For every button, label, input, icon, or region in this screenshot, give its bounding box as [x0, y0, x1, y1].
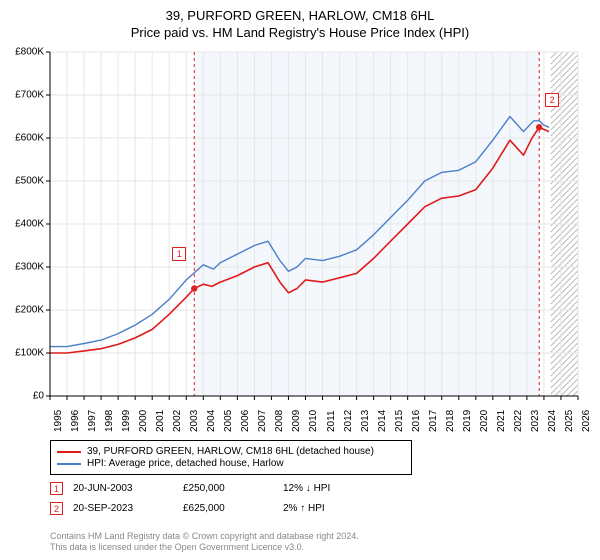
y-tick-label: £100K: [15, 348, 44, 359]
x-tick-label: 2024: [547, 410, 558, 432]
y-tick-label: £500K: [15, 176, 44, 187]
x-tick-label: 2013: [360, 410, 371, 432]
legend-row: 39, PURFORD GREEN, HARLOW, CM18 6HL (det…: [57, 446, 405, 457]
x-tick-label: 2017: [428, 410, 439, 432]
y-tick-label: £300K: [15, 262, 44, 273]
x-tick-label: 2020: [479, 410, 490, 432]
title-line2: Price paid vs. HM Land Registry's House …: [0, 25, 600, 40]
footer: Contains HM Land Registry data © Crown c…: [50, 531, 359, 554]
x-tick-label: 2002: [172, 410, 183, 432]
y-tick-label: £800K: [15, 47, 44, 58]
x-tick-label: 2000: [138, 410, 149, 432]
footer-line1: Contains HM Land Registry data © Crown c…: [50, 531, 359, 543]
y-tick-label: £600K: [15, 133, 44, 144]
annotation-delta: 2% ↑ HPI: [283, 503, 325, 514]
y-tick-label: £0: [33, 391, 44, 402]
x-tick-label: 2003: [189, 410, 200, 432]
x-tick-label: 1995: [53, 410, 64, 432]
legend: 39, PURFORD GREEN, HARLOW, CM18 6HL (det…: [50, 440, 412, 475]
x-tick-label: 2016: [411, 410, 422, 432]
x-tick-label: 2005: [223, 410, 234, 432]
annotation-delta: 12% ↓ HPI: [283, 483, 330, 494]
legend-label: HPI: Average price, detached house, Harl…: [87, 458, 284, 469]
chart: 12: [50, 52, 578, 396]
x-tick-label: 1997: [87, 410, 98, 432]
legend-row: HPI: Average price, detached house, Harl…: [57, 458, 405, 469]
annotation-price: £625,000: [183, 503, 283, 514]
legend-swatch: [57, 463, 81, 465]
x-tick-label: 2004: [206, 410, 217, 432]
annotation-date: 20-SEP-2023: [73, 503, 183, 514]
chart-marker: 1: [172, 247, 186, 261]
x-tick-label: 2026: [581, 410, 592, 432]
x-tick-label: 2018: [445, 410, 456, 432]
x-tick-label: 1999: [121, 410, 132, 432]
annotation-row: 2 20-SEP-2023 £625,000 2% ↑ HPI: [50, 502, 450, 515]
title-line1: 39, PURFORD GREEN, HARLOW, CM18 6HL: [0, 8, 600, 23]
y-axis-labels: £0£100K£200K£300K£400K£500K£600K£700K£80…: [0, 52, 48, 396]
y-tick-label: £200K: [15, 305, 44, 316]
x-tick-label: 2015: [394, 410, 405, 432]
annotation-marker: 1: [50, 482, 63, 495]
annotation-row: 1 20-JUN-2003 £250,000 12% ↓ HPI: [50, 482, 450, 495]
annotation-price: £250,000: [183, 483, 283, 494]
footer-line2: This data is licensed under the Open Gov…: [50, 542, 359, 554]
x-tick-label: 2019: [462, 410, 473, 432]
y-tick-label: £700K: [15, 90, 44, 101]
legend-label: 39, PURFORD GREEN, HARLOW, CM18 6HL (det…: [87, 446, 374, 457]
y-tick-label: £400K: [15, 219, 44, 230]
x-tick-label: 2008: [274, 410, 285, 432]
title-block: 39, PURFORD GREEN, HARLOW, CM18 6HL Pric…: [0, 0, 600, 40]
x-tick-label: 2021: [496, 410, 507, 432]
x-axis-labels: 1995 1996 1997 1998 1999 2000 2001 2002 2003 2004…: [50, 398, 578, 438]
x-tick-label: 2014: [377, 410, 388, 432]
annotation-marker: 2: [50, 502, 63, 515]
x-tick-label: 2011: [326, 410, 337, 432]
x-tick-label: 2009: [291, 410, 302, 432]
x-tick-label: 2023: [530, 410, 541, 432]
annotation-date: 20-JUN-2003: [73, 483, 183, 494]
x-tick-label: 1998: [104, 410, 115, 432]
page: 39, PURFORD GREEN, HARLOW, CM18 6HL Pric…: [0, 0, 600, 560]
x-tick-label: 2012: [343, 410, 354, 432]
x-tick-label: 2010: [308, 410, 319, 432]
chart-svg: [50, 52, 578, 396]
x-tick-label: 2022: [513, 410, 524, 432]
x-tick-label: 2007: [257, 410, 268, 432]
x-tick-label: 2025: [564, 410, 575, 432]
chart-marker: 2: [545, 93, 559, 107]
x-tick-label: 2001: [155, 410, 166, 432]
x-tick-label: 2006: [240, 410, 251, 432]
legend-swatch: [57, 451, 81, 453]
x-tick-label: 1996: [70, 410, 81, 432]
